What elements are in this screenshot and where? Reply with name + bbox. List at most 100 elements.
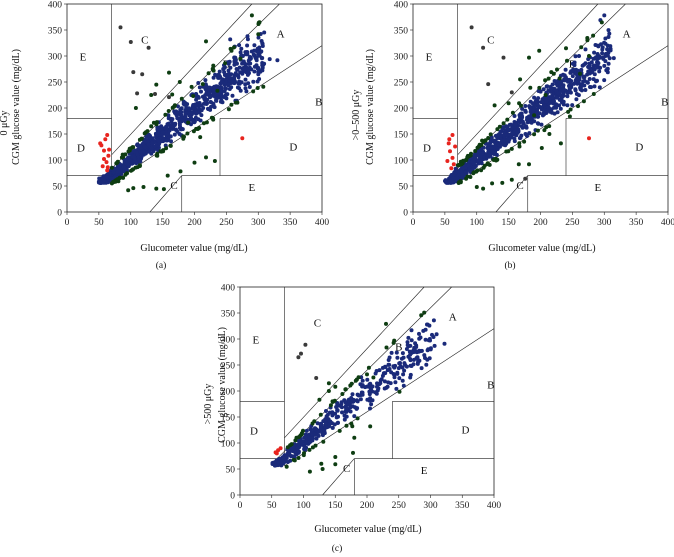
point-zone-a (578, 87, 583, 92)
point-zone-a (428, 346, 433, 351)
point-zone-a (472, 152, 477, 157)
point-zone-b (491, 157, 496, 162)
point-zone-b (154, 122, 159, 127)
point-zone-b (349, 421, 354, 426)
point-zone-a (187, 113, 192, 118)
point-zone-a (520, 106, 525, 111)
point-zone-a (164, 132, 169, 137)
y-tick-label: 350 (48, 26, 63, 36)
point-zone-a (208, 100, 213, 104)
point-zone-b (459, 162, 464, 167)
zone-label-e-lower: E (595, 182, 602, 194)
point-zone-a (228, 65, 233, 70)
point-zone-b (186, 120, 191, 125)
point-zone-a (565, 90, 570, 95)
point-zone-a (562, 73, 567, 78)
point-zone-b (576, 104, 580, 109)
point-zone-b (464, 158, 468, 162)
point-zone-b (165, 173, 170, 178)
point-zone-a (552, 87, 557, 92)
point-zone-a (607, 56, 612, 61)
zone-line-c-lower (322, 458, 355, 496)
point-zone-a (415, 355, 420, 360)
x-tick-label: 50 (267, 501, 277, 511)
point-zone-b (317, 397, 322, 402)
point-zone-a (245, 43, 250, 48)
point-zone-a (236, 73, 241, 78)
x-tick-label: 150 (156, 218, 171, 228)
point-zone-a (602, 40, 607, 45)
point-zone-b (127, 148, 132, 153)
point-zone-b (206, 71, 211, 76)
point-zone-a (342, 417, 347, 422)
point-zone-a (409, 338, 414, 343)
y-tick-label: 300 (48, 52, 63, 62)
point-zone-b (204, 120, 209, 125)
zone-label-a: A (277, 28, 285, 40)
point-zone-b (289, 442, 294, 447)
point-zone-a (293, 451, 298, 456)
point-zone-d (98, 141, 103, 146)
point-zone-b (307, 469, 312, 474)
point-zone-b (422, 310, 427, 315)
point-zone-a (592, 84, 597, 89)
point-zone-a (252, 69, 257, 74)
point-zone-a (243, 77, 248, 82)
zone-line-c-lower (149, 175, 182, 213)
zone-label-e-lower: E (421, 465, 428, 477)
point-zone-a (597, 85, 602, 90)
point-zone-a (589, 85, 593, 90)
point-zone-a (607, 31, 612, 36)
point-zone-a (314, 436, 319, 441)
point-zone-b (256, 32, 261, 37)
point-zone-a (368, 396, 373, 401)
point-zone-c (303, 342, 308, 347)
point-zone-d (587, 136, 591, 141)
point-zone-c (146, 45, 151, 50)
point-zone-a (581, 79, 586, 84)
point-zone-a (226, 61, 231, 66)
point-zone-a (368, 389, 373, 394)
point-zone-a (298, 440, 302, 445)
point-zone-a (365, 377, 370, 382)
point-zone-a (592, 50, 597, 55)
point-zone-a (202, 101, 207, 106)
zone-label-e-upper: E (426, 52, 433, 64)
point-zone-a (332, 422, 337, 427)
x-tick-label: 300 (251, 218, 266, 228)
point-zone-a (557, 103, 562, 108)
series-zone-a (96, 30, 280, 185)
point-zone-a (380, 373, 385, 378)
point-zone-b (351, 450, 355, 455)
point-zone-c (469, 25, 474, 30)
point-zone-d (445, 159, 450, 163)
point-zone-b (544, 125, 549, 130)
point-zone-b (318, 412, 323, 417)
point-zone-a (281, 460, 286, 465)
point-zone-a (487, 153, 492, 157)
point-zone-a (449, 177, 454, 182)
y-tick-label: 0 (57, 208, 62, 218)
point-zone-b (302, 451, 306, 456)
point-zone-b (456, 181, 461, 185)
y-tick-label: 400 (221, 283, 236, 293)
point-zone-a (230, 93, 235, 98)
point-zone-a (454, 175, 459, 180)
point-zone-a (552, 79, 557, 83)
point-zone-b (578, 71, 582, 76)
point-zone-a (304, 445, 309, 450)
point-zone-c (509, 90, 514, 95)
point-zone-a (249, 67, 254, 72)
point-zone-a (376, 386, 381, 391)
point-zone-b (518, 77, 523, 82)
point-zone-b (229, 102, 234, 107)
point-zone-a (602, 63, 607, 68)
point-zone-a (409, 364, 414, 368)
point-zone-a (559, 79, 564, 84)
point-zone-a (243, 86, 248, 91)
point-zone-b (547, 124, 552, 129)
point-zone-b (352, 435, 357, 440)
point-zone-a (583, 88, 588, 92)
point-zone-a (532, 105, 537, 110)
y-tick-label: 100 (221, 439, 236, 449)
